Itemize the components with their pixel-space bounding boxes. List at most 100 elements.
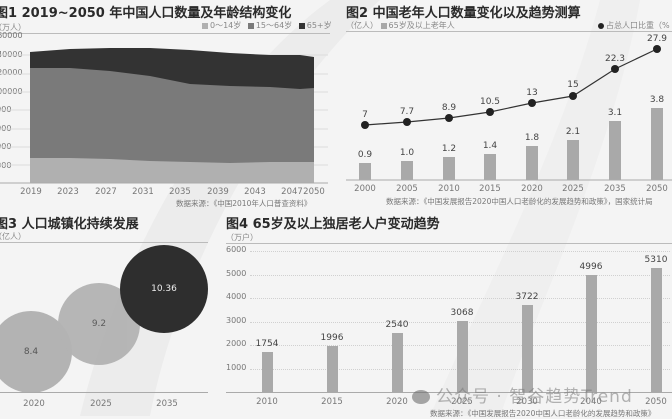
legend-label: 65岁及以上老年人 xyxy=(388,21,455,30)
chart4-title: 图4 65岁及以上独居老人户变动趋势 xyxy=(226,217,440,232)
x-tick: 2035 xyxy=(604,184,626,194)
x-tick: 2043 xyxy=(244,187,266,197)
x-tick: 2000 xyxy=(354,184,376,194)
x-tick: 2010 xyxy=(438,184,460,194)
bar-2035 xyxy=(609,121,621,180)
chart3-axis xyxy=(0,392,208,393)
chart2-source: 数据来源：《中国发展报告2020中国人口老龄化的发展趋势和政策》，国家统计局 xyxy=(386,197,653,206)
x-tick: 2050 xyxy=(646,184,668,194)
legend-swatch-0-14-icon xyxy=(202,22,208,29)
bar-label: 4996 xyxy=(579,262,603,272)
legend-swatch-15-64-icon xyxy=(247,22,254,29)
x-tick: 2015 xyxy=(321,397,343,407)
x-tick: 2010 xyxy=(256,397,278,407)
gridline xyxy=(250,251,670,252)
chart2-title: 图2 中国老年人口数量变化以及趋势测算 xyxy=(346,6,581,21)
bar-2010 xyxy=(443,157,455,180)
line-point xyxy=(445,114,453,122)
wechat-icon xyxy=(412,390,430,404)
bar-2005 xyxy=(401,161,413,180)
line-label: 13 xyxy=(526,88,538,98)
watermark-text: 公众号 · 智谷趋势Trend xyxy=(436,387,633,407)
bar-2025 xyxy=(567,140,579,180)
gridline xyxy=(250,298,670,299)
bar-label: 3068 xyxy=(450,308,474,318)
bar-label: 1754 xyxy=(255,339,279,349)
x-tick: 2020 xyxy=(386,397,408,407)
line-label: 7 xyxy=(362,110,368,120)
legend-label: 0～14岁 xyxy=(210,21,242,30)
line-label: 8.9 xyxy=(441,103,457,113)
line-point xyxy=(569,92,577,100)
chart2-legend-bar: （亿人） 65岁及以上老年人 xyxy=(346,20,455,31)
line-label: 15 xyxy=(567,80,579,90)
bar-2020 xyxy=(392,333,403,392)
chart1-area-plot xyxy=(0,48,328,184)
bubble-label: 8.4 xyxy=(23,347,39,357)
line-label: 22.3 xyxy=(604,54,626,64)
chart4-top-rule xyxy=(226,243,672,244)
bar-label: 0.9 xyxy=(357,150,373,160)
bar-label: 1.2 xyxy=(441,144,457,154)
chart4-source: 数据来源：《中国发展报告2020中国人口老龄化的发展趋势和政策》 xyxy=(430,409,656,418)
line-point xyxy=(403,118,411,126)
chart3-top-rule xyxy=(0,242,208,243)
chart4-axis xyxy=(226,392,672,393)
gridline xyxy=(250,275,670,276)
chart1-unit: （万人） xyxy=(0,23,26,32)
y-tick: 4000 xyxy=(226,292,247,301)
x-tick: 2039 xyxy=(207,187,229,197)
bar-label: 5310 xyxy=(644,255,668,265)
y-tick: 160000 xyxy=(0,31,23,40)
bar-label: 1.0 xyxy=(399,148,415,158)
chart1-legend: 0～14岁 15～64岁 65+岁 xyxy=(202,20,332,31)
chart4-panel: 图4 65岁及以上独居老人户变动趋势 （万户） 6000 5000 4000 3… xyxy=(220,205,672,418)
line-point xyxy=(528,99,536,107)
x-tick: 2020 xyxy=(521,184,543,194)
watermark: 公众号 · 智谷趋势Trend xyxy=(412,382,633,407)
line-point xyxy=(653,45,661,53)
chart1-top-rule xyxy=(0,33,330,34)
bubble-2035: 10.36 xyxy=(120,245,208,333)
bar-2015 xyxy=(327,346,338,392)
bar-label: 3.8 xyxy=(649,95,665,105)
x-tick: 2025 xyxy=(562,184,584,194)
x-tick: 2035 xyxy=(169,187,191,197)
bar-2010 xyxy=(262,352,273,392)
bar-2030 xyxy=(522,305,533,392)
bar-2050 xyxy=(651,268,662,392)
x-tick: 2020 xyxy=(23,399,45,409)
line-label: 27.9 xyxy=(646,34,668,44)
chart1-title: 图1 2019~2050 年中国人口数量及年龄结构变化 xyxy=(0,6,292,21)
chart3-panel: 图3 人口城镇化持续发展 （亿人） 8.4 9.2 10.36 2020 202… xyxy=(0,205,215,416)
x-tick: 2040 xyxy=(580,397,602,407)
bubble-label: 10.36 xyxy=(151,284,177,294)
chart3-unit: （亿人） xyxy=(0,232,26,241)
bar-label: 3722 xyxy=(515,292,539,302)
bar-label: 3.1 xyxy=(607,108,623,118)
bar-2040 xyxy=(586,275,597,392)
bar-2050 xyxy=(651,108,663,180)
legend-swatch-65-plus-icon xyxy=(298,22,305,29)
bar-label: 1.8 xyxy=(524,133,540,143)
bar-2000 xyxy=(359,163,371,180)
line-point xyxy=(611,65,619,73)
line-label: 10.5 xyxy=(479,97,501,107)
chart2-legend-line: 占总人口比重（% xyxy=(598,20,670,31)
bar-label: 2540 xyxy=(385,320,409,330)
y-tick: 1000 xyxy=(226,363,247,372)
chart1-panel: 图1 2019~2050 年中国人口数量及年龄结构变化 （万人） 0～14岁 1… xyxy=(0,0,336,208)
x-tick: 2035 xyxy=(156,399,178,409)
legend-dot-icon xyxy=(598,22,604,29)
chart3-title: 图3 人口城镇化持续发展 xyxy=(0,217,139,232)
chart2-panel: 图2 中国老年人口数量变化以及趋势测算 （亿人） 65岁及以上老年人 占总人口比… xyxy=(336,0,672,206)
x-tick: 2005 xyxy=(396,184,418,194)
x-tick: 2025 xyxy=(451,397,473,407)
y-tick: 6000 xyxy=(226,245,247,254)
legend-swatch-bar-icon xyxy=(380,22,387,29)
x-tick: 2050 xyxy=(645,397,667,407)
x-tick: 2031 xyxy=(132,187,154,197)
x-tick: 2015 xyxy=(479,184,501,194)
y-tick: 5000 xyxy=(226,269,247,278)
x-tick: 2047 xyxy=(281,187,303,197)
